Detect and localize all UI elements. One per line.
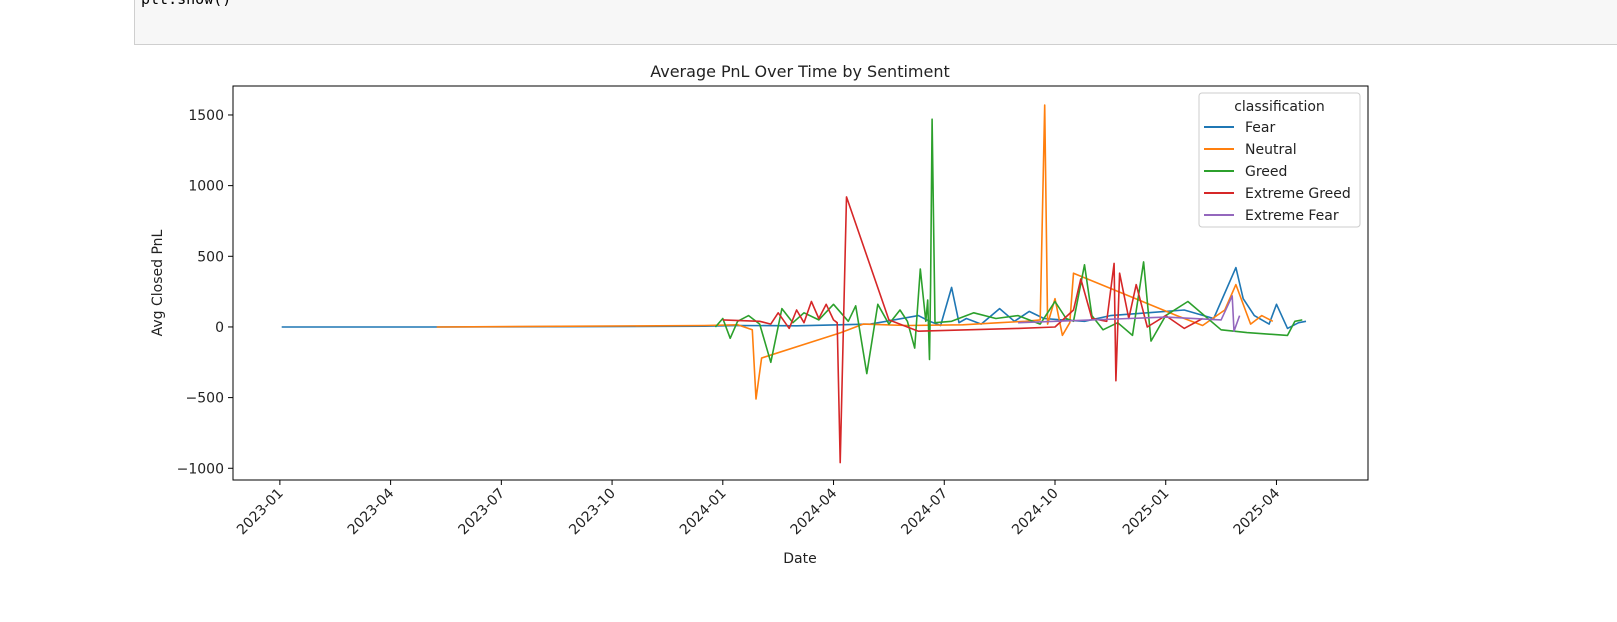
y-tick-label: 1500 [188, 108, 224, 124]
y-tick-label: 0 [215, 320, 224, 336]
code-text: plt.show() [141, 0, 231, 8]
x-tick-label: 2024-01 [677, 486, 730, 539]
y-axis-label: Avg Closed PnL [150, 229, 166, 336]
legend-label: Neutral [1245, 142, 1297, 158]
chart-title: Average PnL Over Time by Sentiment [650, 62, 950, 81]
series-line [282, 268, 1306, 329]
plot-area [282, 105, 1306, 463]
y-tick-label: 500 [197, 249, 224, 265]
x-tick-label: 2023-01 [234, 486, 287, 539]
x-tick-label: 2023-07 [455, 486, 508, 539]
x-tick-label: 2025-01 [1120, 486, 1173, 539]
axes-frame [233, 86, 1368, 480]
legend-label: Extreme Fear [1245, 208, 1339, 224]
x-tick-label: 2023-04 [345, 485, 398, 538]
x-tick-label: 2024-04 [788, 485, 841, 538]
y-tick-label: −500 [186, 391, 224, 407]
series-line [723, 197, 1203, 463]
x-axis-label: Date [783, 551, 816, 567]
legend-title: classification [1234, 99, 1325, 115]
x-tick-label: 2024-10 [1009, 486, 1062, 539]
x-tick-label: 2024-07 [898, 486, 951, 539]
series-line [437, 105, 1273, 399]
legend: classification Fear Neutral Greed Extreme Gr… [1199, 93, 1360, 227]
y-tick-label: 1000 [188, 179, 224, 195]
y-tick-label: −1000 [177, 461, 224, 477]
legend-label: Extreme Greed [1245, 186, 1351, 202]
x-tick-label: 2025-04 [1231, 485, 1284, 538]
code-cell[interactable] [135, 0, 1617, 45]
x-tick-label: 2023-10 [566, 486, 619, 539]
legend-label: Greed [1245, 164, 1287, 180]
legend-label: Fear [1245, 120, 1275, 136]
